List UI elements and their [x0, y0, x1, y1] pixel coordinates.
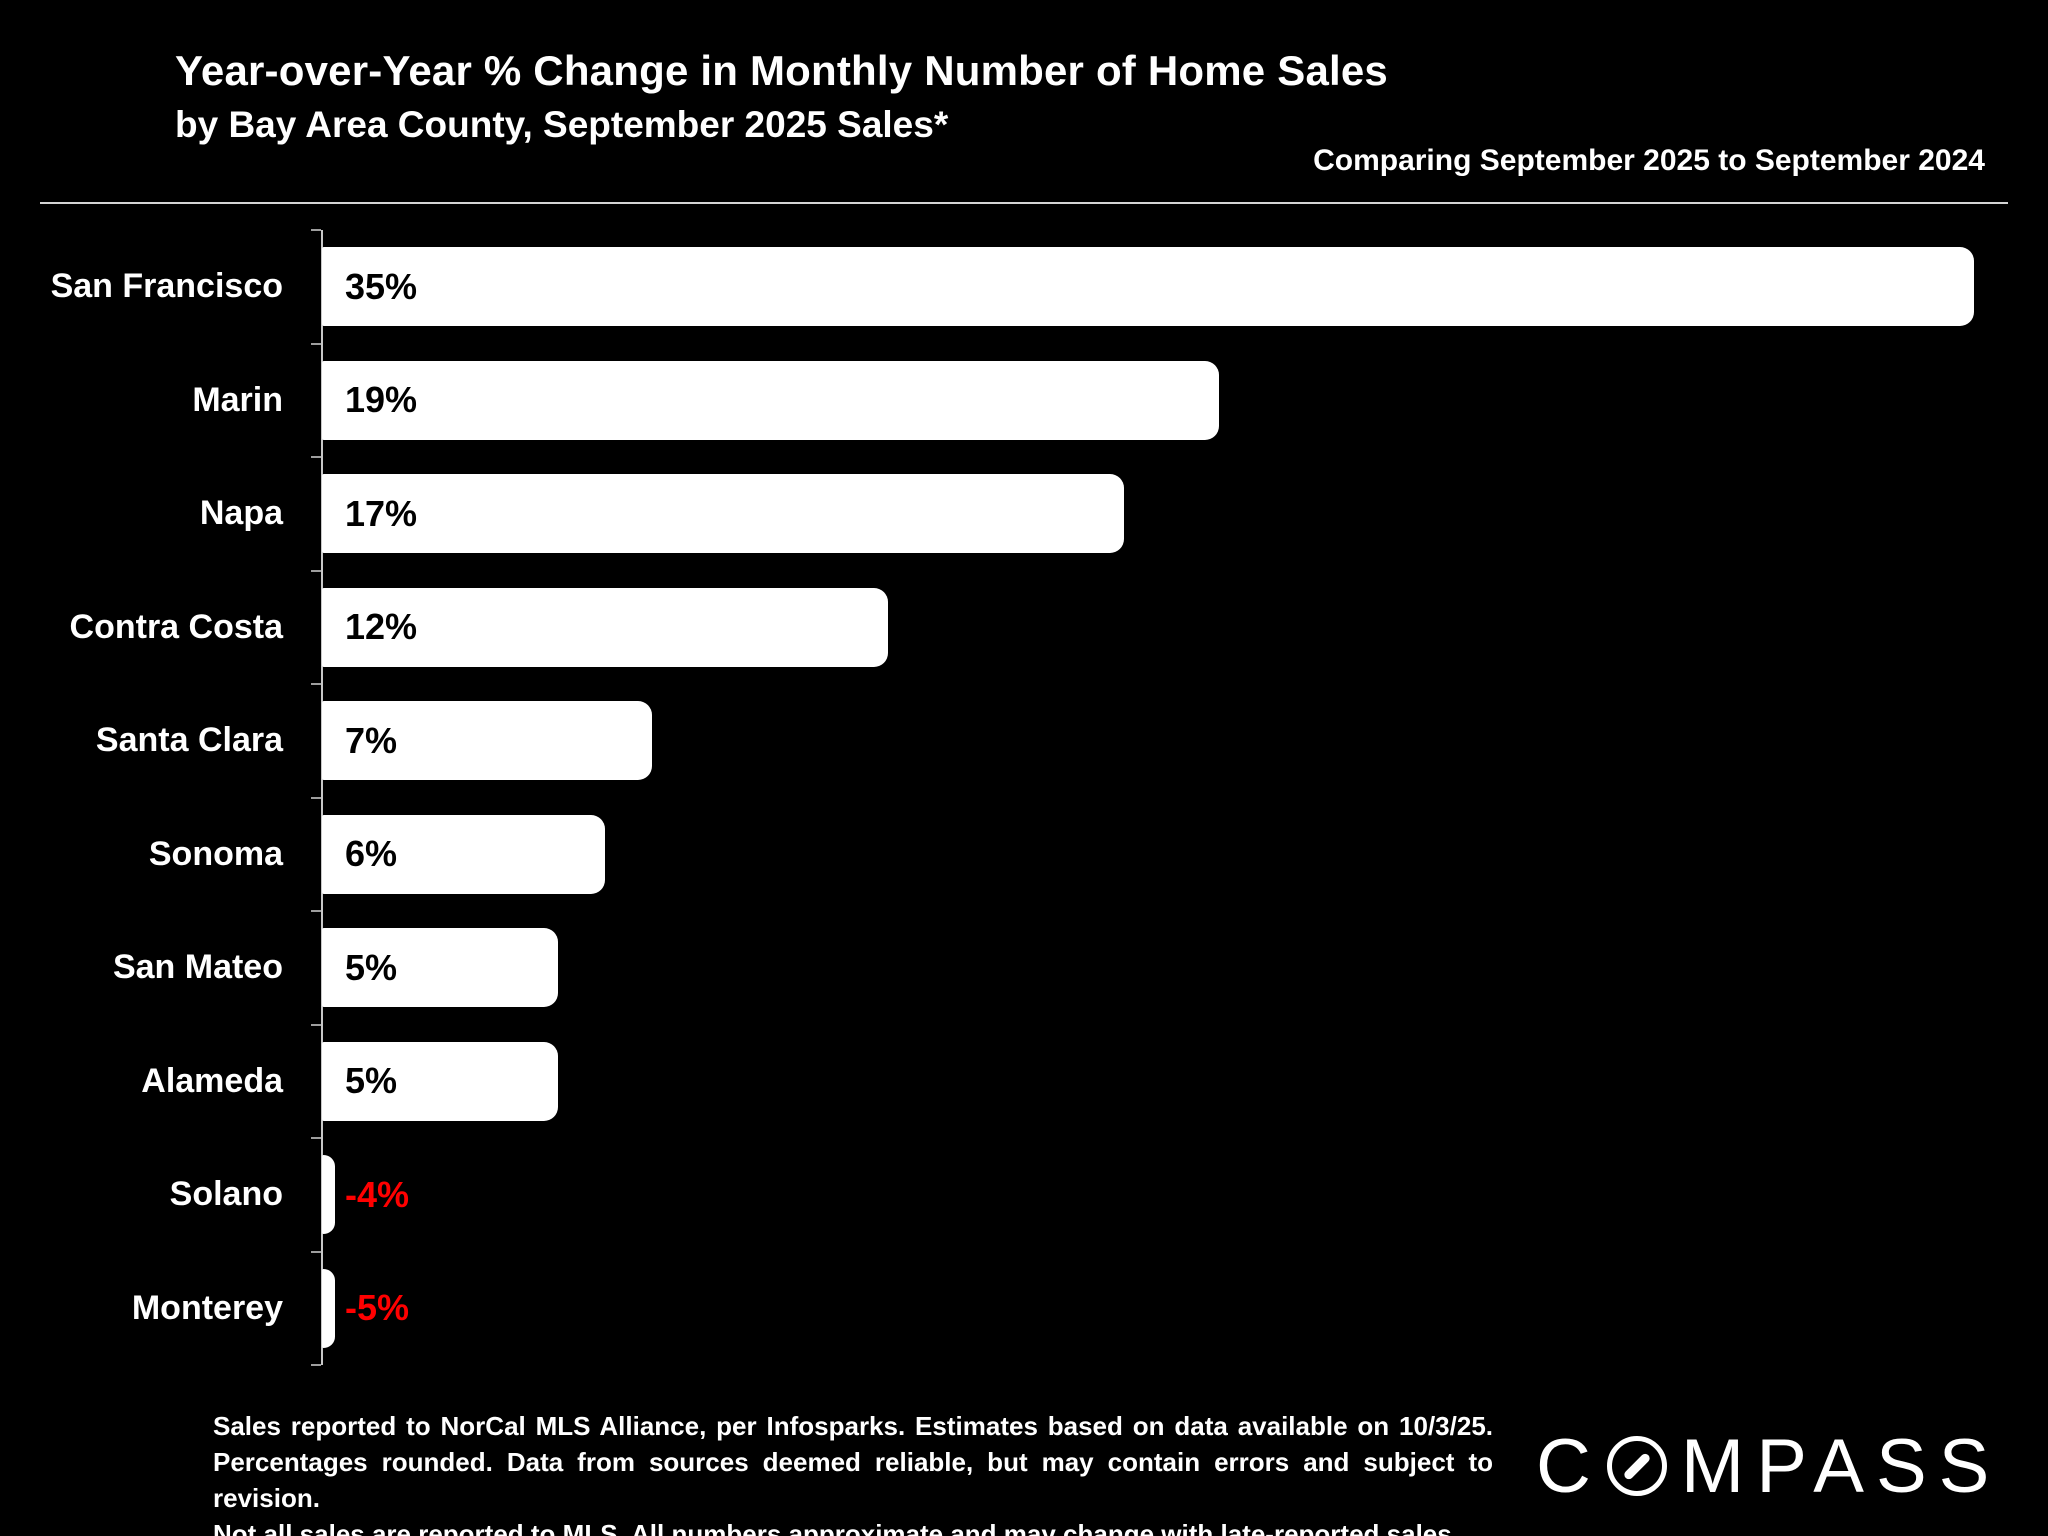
value-label: 6%	[345, 833, 398, 875]
axis-tick	[311, 569, 321, 572]
header-divider	[40, 202, 2008, 204]
value-label: 5%	[345, 1060, 398, 1102]
disclaimer-text: Sales reported to NorCal MLS Alliance, p…	[213, 1408, 1493, 1536]
bar	[322, 1041, 558, 1121]
bar	[322, 1268, 335, 1348]
compass-needle-icon	[1622, 1451, 1652, 1481]
page-subtitle: by Bay Area County, September 2025 Sales…	[175, 104, 949, 145]
axis-tick	[311, 342, 321, 345]
bar	[322, 247, 1974, 326]
axis-tick	[311, 1023, 321, 1026]
axis-tick	[311, 1137, 321, 1139]
bar	[322, 474, 1124, 553]
category-label: Sonoma	[148, 834, 283, 873]
value-label: 17%	[345, 492, 418, 534]
disclaimer-line: Percentages rounded. Data from sources d…	[213, 1447, 1493, 1513]
bar	[322, 814, 605, 894]
category-label: Contra Costa	[69, 607, 283, 646]
category-label: Marin	[192, 380, 283, 419]
value-label: 5%	[345, 946, 398, 988]
value-label: -5%	[345, 1287, 410, 1329]
bar	[322, 587, 888, 667]
compass-logo: C MPASS	[1536, 1423, 2002, 1509]
category-label: Napa	[199, 494, 283, 533]
axis-tick	[311, 796, 321, 799]
axis-tick	[311, 1364, 321, 1366]
compass-logo-text: MPASS	[1680, 1423, 2002, 1509]
category-label: San Mateo	[112, 948, 283, 987]
compass-logo-text: C	[1536, 1423, 1603, 1509]
axis-tick	[311, 456, 321, 458]
bar	[322, 928, 558, 1007]
axis-tick	[311, 683, 321, 685]
compass-o-icon	[1606, 1436, 1667, 1496]
disclaimer-line: Not all sales are reported to MLS. All n…	[213, 1519, 1459, 1536]
category-label: San Francisco	[50, 267, 283, 306]
value-label: 7%	[345, 719, 398, 761]
disclaimer-line: Sales reported to NorCal MLS Alliance, p…	[213, 1411, 1493, 1441]
category-label: Santa Clara	[95, 721, 283, 760]
axis-tick	[311, 910, 321, 912]
bar	[322, 360, 1219, 440]
value-label: -4%	[345, 1173, 410, 1215]
category-label: Alameda	[141, 1061, 283, 1100]
value-label: 12%	[345, 606, 418, 648]
page-title: Year-over-Year % Change in Monthly Numbe…	[175, 47, 1388, 94]
axis-tick	[311, 229, 321, 231]
y-axis-line	[321, 230, 323, 1365]
comparison-note: Comparing September 2025 to September 20…	[1313, 144, 1985, 177]
category-label: Solano	[169, 1175, 283, 1214]
bar	[322, 701, 652, 780]
bar	[322, 1155, 335, 1234]
value-label: 35%	[345, 265, 418, 307]
category-label: Monterey	[131, 1288, 283, 1327]
axis-tick	[311, 1250, 321, 1253]
value-label: 19%	[345, 379, 418, 421]
